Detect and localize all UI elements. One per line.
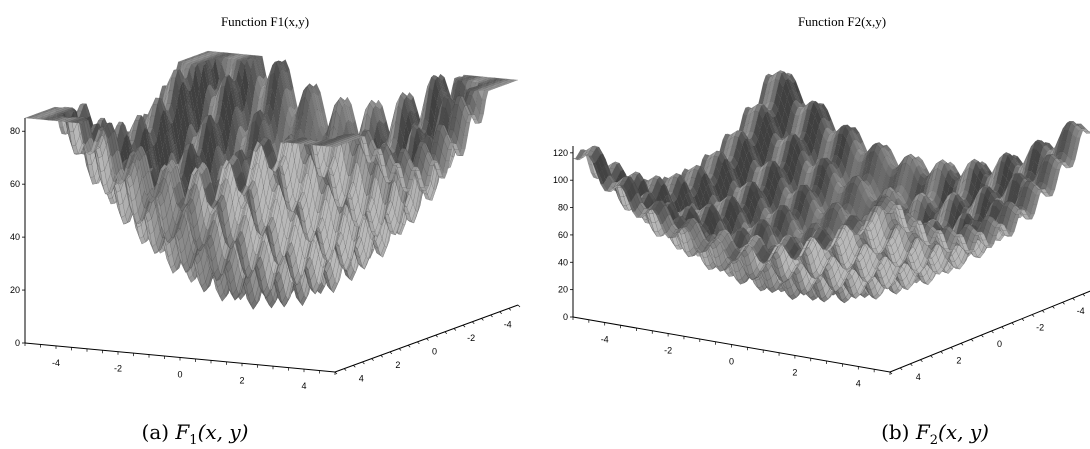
- panel-f1: Function F1(x,y) 0 20 40 60 80 -4 -2 0 2 4 4 2 0 -2 -4…: [10, 14, 521, 448]
- axes: [24, 118, 521, 375]
- y-axis-minor-tick: [398, 348, 402, 351]
- y-axis-minor-tick: [334, 371, 338, 375]
- y-axis-minor-tick: [462, 324, 466, 328]
- y-axis-minor-tick: [407, 344, 411, 348]
- y-axis-minor-tick: [490, 314, 493, 318]
- y-axis-minor-tick: [362, 361, 365, 365]
- y-axis-minor-tick: [453, 328, 457, 331]
- y-axis-minor-tick: [417, 341, 420, 345]
- y-axis-minor-tick: [371, 358, 374, 361]
- y-axis-minor-tick: [389, 351, 393, 355]
- chart-title: Function F1(x,y): [220, 14, 310, 29]
- y-axis-minor-tick: [481, 318, 484, 321]
- y-axis-minor-tick: [380, 355, 383, 358]
- y-axis-minor-tick: [517, 304, 521, 308]
- y-axis-minor-tick: [343, 368, 347, 371]
- y-axis-minor-tick: [508, 308, 512, 311]
- y-axis-minor-tick: [444, 331, 448, 335]
- y-axis-minor-tick: [353, 365, 356, 368]
- y-axis-minor-tick: [435, 334, 438, 338]
- y-axis-minor-tick: [499, 311, 502, 314]
- surface: [24, 50, 519, 310]
- y-axis-minor-tick: [472, 321, 475, 324]
- y-axis-minor-tick: [426, 338, 429, 341]
